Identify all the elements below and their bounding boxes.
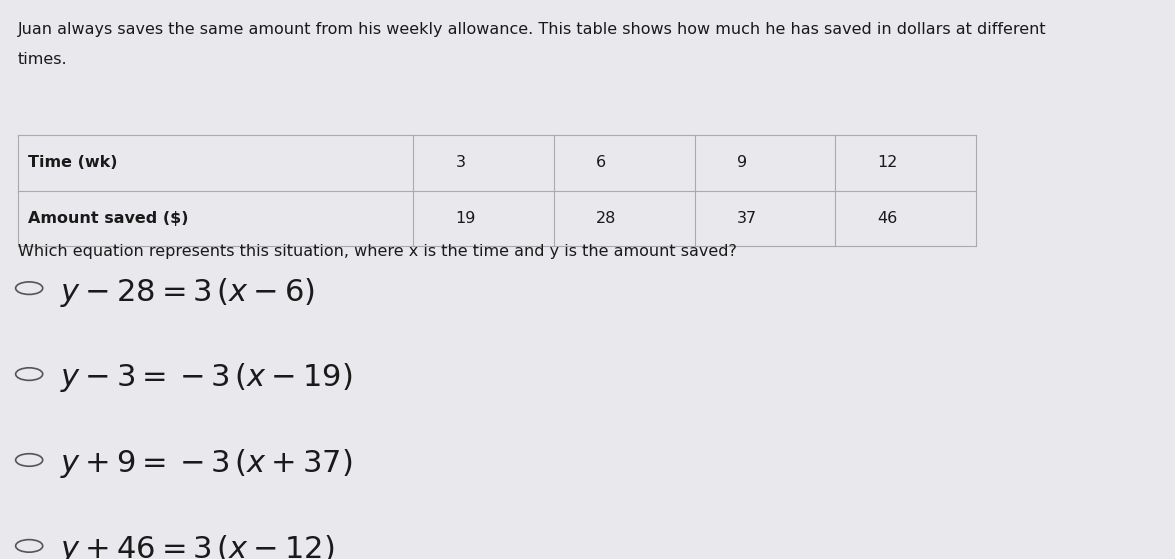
- Text: $y - 28 = 3\,(x - 6)$: $y - 28 = 3\,(x - 6)$: [60, 276, 315, 309]
- Text: $y - 3 = -3\,(x - 19)$: $y - 3 = -3\,(x - 19)$: [60, 362, 352, 395]
- Text: 3: 3: [456, 155, 465, 170]
- Text: 9: 9: [737, 155, 747, 170]
- Text: 46: 46: [878, 211, 898, 226]
- Text: Amount saved ($): Amount saved ($): [28, 211, 189, 226]
- Text: 28: 28: [596, 211, 617, 226]
- Text: Juan always saves the same amount from his weekly allowance. This table shows ho: Juan always saves the same amount from h…: [18, 22, 1046, 37]
- Text: $y + 9 = -3\,(x + 37)$: $y + 9 = -3\,(x + 37)$: [60, 447, 352, 480]
- Text: 12: 12: [878, 155, 898, 170]
- Text: Time (wk): Time (wk): [28, 155, 118, 170]
- Text: 6: 6: [596, 155, 606, 170]
- Text: $y + 46 = 3\,(x - 12)$: $y + 46 = 3\,(x - 12)$: [60, 533, 335, 559]
- Text: Which equation represents this situation, where x is the time and y is the amoun: Which equation represents this situation…: [18, 244, 737, 259]
- Text: 37: 37: [737, 211, 757, 226]
- Text: 19: 19: [456, 211, 476, 226]
- Text: times.: times.: [18, 51, 67, 67]
